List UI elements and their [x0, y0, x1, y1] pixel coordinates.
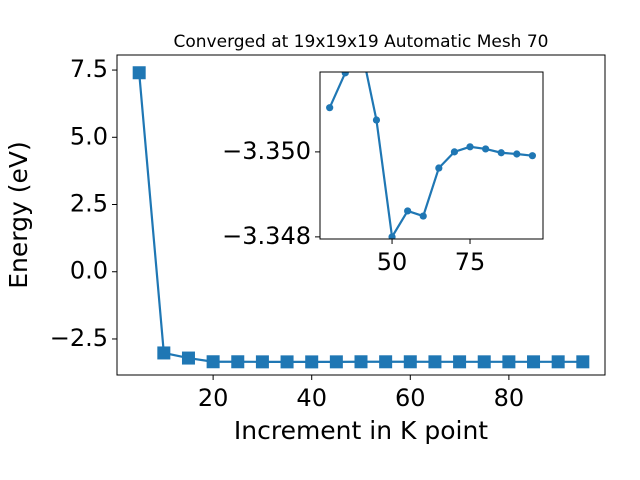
y-tick-label: 0.0	[70, 257, 108, 285]
marker	[329, 355, 343, 369]
chart-title: Converged at 19x19x19 Automatic Mesh 70	[174, 32, 549, 52]
marker	[403, 355, 417, 369]
y-tick-label: 5.0	[70, 122, 108, 150]
y-tick-label: −2.5	[50, 324, 108, 352]
x-tick-label: 80	[494, 384, 525, 412]
x-axis-label: Increment in K point	[234, 416, 488, 445]
marker	[157, 346, 171, 360]
marker	[341, 72, 349, 77]
marker	[404, 207, 412, 215]
marker	[466, 143, 474, 151]
x-tick-label: 75	[455, 248, 486, 276]
marker	[132, 66, 146, 80]
marker	[181, 351, 195, 365]
marker	[255, 355, 269, 369]
marker	[372, 116, 381, 124]
inset-background	[320, 72, 543, 239]
marker	[419, 212, 427, 220]
x-tick-label: 60	[395, 384, 426, 412]
marker	[576, 355, 590, 369]
x-tick-label: 50	[377, 248, 408, 276]
y-tick-label: −3.350	[222, 137, 311, 165]
x-tick-label: 40	[296, 384, 327, 412]
marker	[435, 164, 443, 172]
axes-frame	[319, 71, 544, 240]
marker	[354, 355, 368, 369]
marker	[497, 149, 505, 157]
marker	[453, 355, 467, 369]
marker	[326, 104, 334, 112]
marker	[388, 233, 396, 239]
y-tick-label: −3.348	[222, 222, 311, 250]
y-axis-label: Energy (eV)	[4, 141, 33, 288]
marker	[305, 355, 319, 369]
marker	[206, 355, 220, 369]
marker	[513, 150, 521, 158]
plot-area	[132, 66, 590, 369]
marker	[502, 355, 516, 369]
marker	[551, 355, 565, 369]
axes-frame	[116, 54, 606, 376]
y-tick-label: 2.5	[70, 190, 108, 218]
marker	[528, 152, 536, 160]
marker	[280, 355, 294, 369]
marker	[428, 355, 442, 369]
y-tick-label: 7.5	[70, 55, 108, 83]
marker	[450, 148, 459, 156]
plot-area	[326, 72, 536, 239]
marker	[482, 145, 490, 153]
marker	[477, 355, 491, 369]
marker	[379, 355, 393, 369]
marker	[231, 355, 245, 369]
x-tick-label: 20	[198, 384, 229, 412]
marker	[527, 355, 541, 369]
